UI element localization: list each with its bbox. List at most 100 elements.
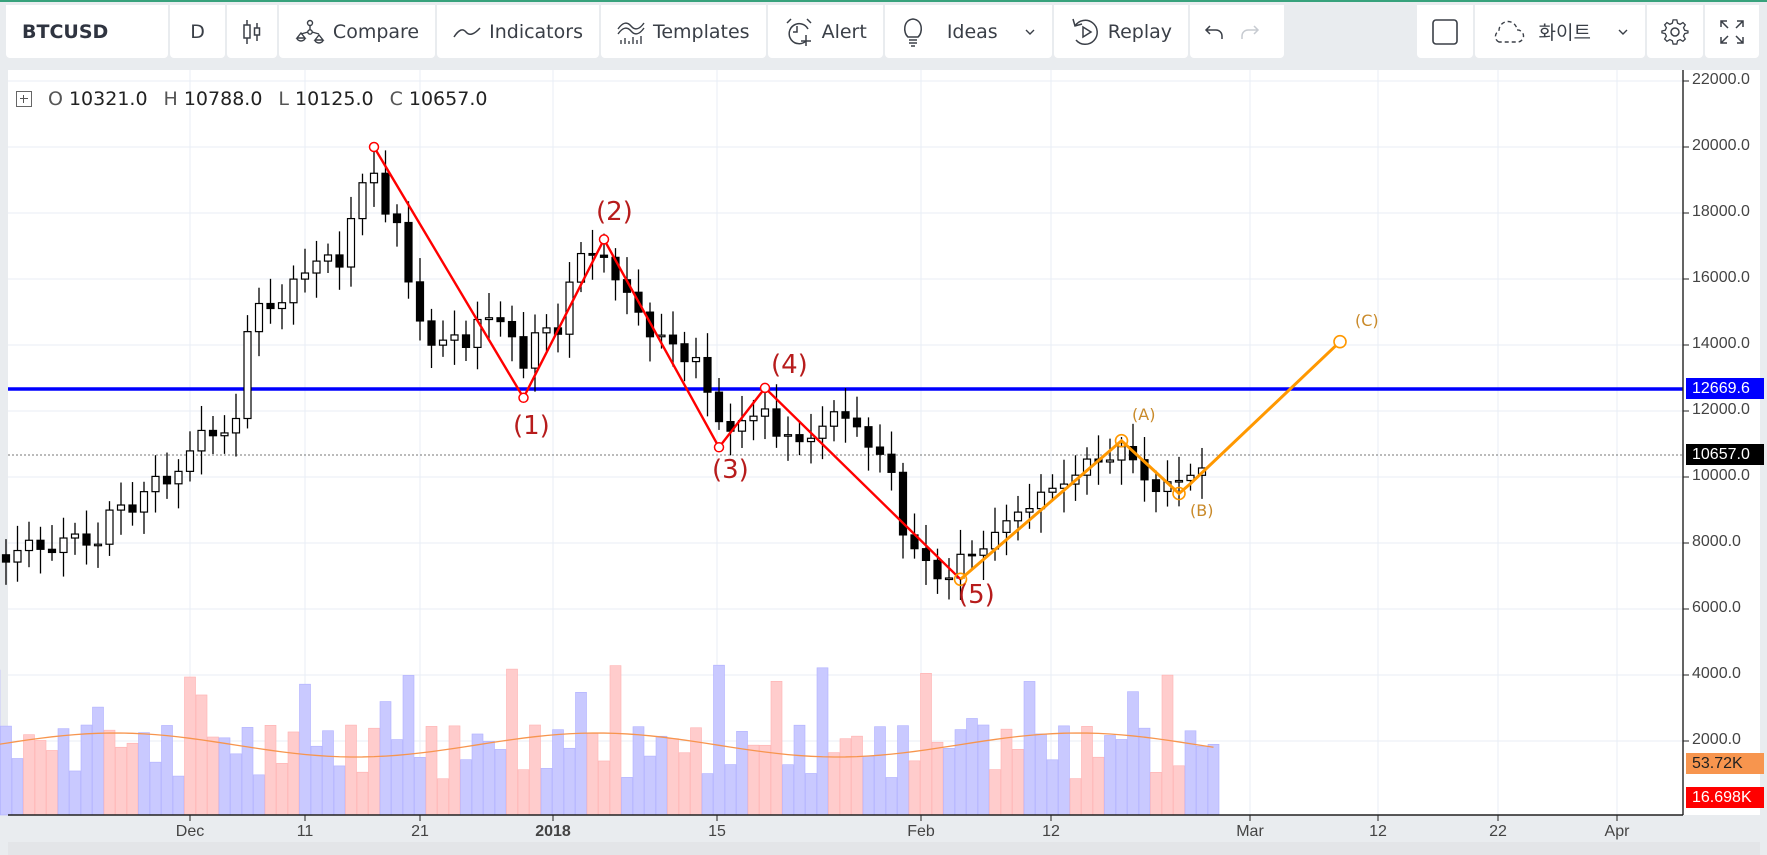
templates-label: Templates	[652, 20, 750, 43]
wave-label-1: (1)	[513, 411, 550, 441]
low-value: 10125.0	[295, 88, 374, 110]
price-tick-label: 4000.0	[1692, 665, 1741, 682]
price-tick-label: 12000.0	[1692, 401, 1750, 418]
price-tick-label: 22000.0	[1692, 71, 1750, 88]
redo-icon	[1241, 24, 1260, 39]
indicators-button[interactable]: Indicators	[437, 5, 599, 58]
layout-group	[1416, 5, 1473, 58]
theme-group: 화이트	[1474, 5, 1645, 58]
price-tick-label: 14000.0	[1692, 335, 1750, 352]
settings-button[interactable]	[1647, 5, 1703, 58]
symbol-search-button[interactable]: BTCUSD	[22, 20, 109, 43]
symbol-group: BTCUSD	[6, 5, 169, 58]
fullscreen-button[interactable]	[1705, 5, 1759, 58]
replay-label: Replay	[1107, 20, 1172, 43]
alert-label: Alert	[821, 20, 867, 43]
candlestick-series	[1, 150, 1207, 600]
chevron-down-icon[interactable]	[1024, 28, 1036, 36]
wave-point-handle[interactable]	[713, 442, 725, 453]
wave-point-handle[interactable]	[1172, 486, 1186, 501]
layout-button[interactable]	[1417, 5, 1473, 58]
time-tick-label: 22	[1489, 823, 1507, 840]
compare-group: Compare	[278, 5, 436, 58]
price-tick-label: 10000.0	[1692, 467, 1750, 484]
price-tick-label: 18000.0	[1692, 203, 1750, 220]
top-toolbar: BTCUSD D Compare Indicators Templates Al…	[6, 5, 1284, 58]
time-tick-label: 12	[1369, 823, 1387, 840]
redo-button[interactable]	[1232, 5, 1268, 58]
wave-label-c: (C)	[1355, 311, 1379, 330]
wave-label-3: (3)	[712, 455, 749, 485]
indicators-label: Indicators	[489, 20, 583, 43]
time-tick-label: 11	[296, 823, 314, 840]
wave-label-4: (4)	[771, 350, 808, 380]
replay-group: Replay	[1053, 5, 1188, 58]
fullscreen-group	[1705, 5, 1759, 58]
compare-label: Compare	[332, 20, 420, 43]
wave-point-handle[interactable]	[518, 392, 529, 404]
chart-style-button[interactable]	[227, 5, 277, 58]
alert-group: Alert	[767, 5, 883, 58]
templates-group: Templates	[600, 5, 766, 58]
time-tick-label: Dec	[175, 823, 205, 840]
templates-button[interactable]: Templates	[601, 5, 766, 58]
replay-icon	[1071, 18, 1098, 45]
high-key: H	[163, 88, 178, 110]
ideas-label: Ideas	[946, 20, 998, 43]
scales-icon	[295, 19, 325, 44]
gear-icon	[1661, 18, 1689, 45]
wave-label-b: (B)	[1190, 501, 1214, 520]
wave-point-handle[interactable]	[1114, 433, 1129, 448]
window-top-accent	[0, 0, 1767, 2]
time-tick-label: 15	[708, 823, 726, 840]
open-value: 10321.0	[68, 88, 148, 110]
wave-point-handle[interactable]	[759, 382, 771, 394]
interval-group: D	[170, 5, 225, 58]
elliott-wave-drawing[interactable]	[368, 141, 1347, 587]
ideas-button[interactable]: Ideas	[885, 5, 1052, 58]
single-layout-icon	[1431, 18, 1458, 45]
indicator-wave-icon	[453, 26, 481, 37]
close-value: 10657.0	[408, 88, 488, 110]
chevron-down-icon[interactable]	[1617, 28, 1629, 36]
expand-legend-icon[interactable]	[16, 91, 32, 107]
undo-redo-group	[1189, 5, 1284, 58]
close-key: C	[389, 88, 403, 110]
wave-point-handle[interactable]	[598, 234, 610, 245]
time-axis-ticks	[189, 815, 1618, 821]
time-tick-label: 12	[1042, 823, 1060, 840]
fullscreen-icon	[1720, 19, 1744, 44]
last-price-tag: 10657.0	[1686, 444, 1764, 465]
price-tick-label: 16000.0	[1692, 269, 1750, 286]
low-key: L	[278, 88, 290, 110]
wave-point-handle[interactable]	[368, 141, 380, 153]
open-key: O	[48, 88, 63, 110]
undo-button[interactable]	[1190, 5, 1232, 58]
cloud-save-icon	[1494, 20, 1524, 43]
theme-button[interactable]: 화이트	[1475, 5, 1645, 58]
time-tick-label: Mar	[1236, 823, 1264, 840]
lightbulb-icon	[903, 17, 922, 47]
settings-group	[1647, 5, 1703, 58]
wave-label-a: (A)	[1132, 405, 1156, 424]
ideas-group: Ideas	[884, 5, 1052, 58]
theme-label: 화이트	[1538, 22, 1591, 44]
volume-tag: 16.698K	[1686, 787, 1764, 808]
wave-point-handle[interactable]	[1333, 334, 1347, 349]
wave-label-5: (5)	[958, 580, 995, 610]
interval-button[interactable]: D	[190, 20, 205, 43]
replay-button[interactable]: Replay	[1054, 5, 1188, 58]
price-tick-label: 6000.0	[1692, 599, 1741, 616]
chart-style-group	[226, 5, 277, 58]
high-value: 10788.0	[183, 88, 263, 110]
alarm-clock-icon	[786, 17, 812, 46]
alert-button[interactable]: Alert	[768, 5, 883, 58]
hline-price-tag: 12669.6	[1686, 378, 1764, 399]
wave-point-handle[interactable]	[953, 572, 968, 587]
compare-button[interactable]: Compare	[279, 5, 435, 58]
undo-icon	[1204, 24, 1223, 39]
price-tick-label: 2000.0	[1692, 731, 1741, 748]
toolbar-right: 화이트	[1416, 5, 1759, 58]
time-tick-label: 21	[411, 823, 429, 840]
